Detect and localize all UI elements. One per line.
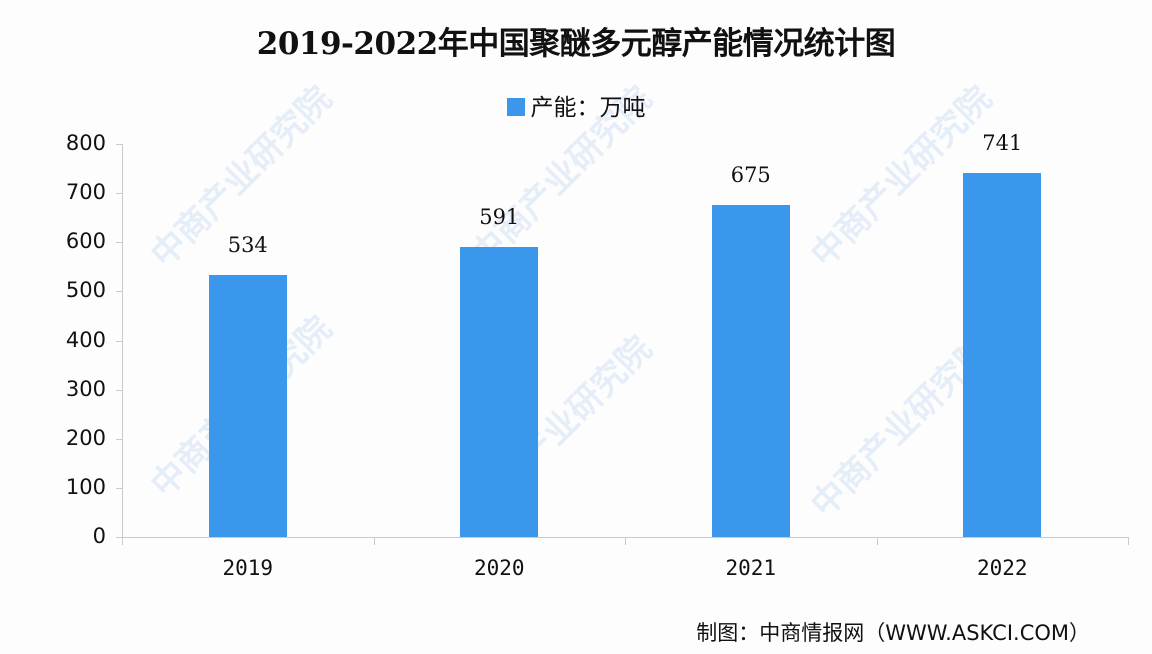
- y-tick: [116, 291, 122, 293]
- y-tick-label: 500: [65, 278, 106, 303]
- y-tick-label: 100: [65, 474, 106, 499]
- x-tick: [876, 537, 878, 545]
- y-tick-label: 0: [92, 524, 106, 548]
- y-tick: [116, 438, 122, 440]
- x-tick: [625, 537, 626, 545]
- bar-2022: [963, 172, 1042, 537]
- legend: 产能：万吨: [0, 88, 1152, 122]
- y-tick-label: 200: [65, 425, 106, 450]
- x-tick: [1128, 537, 1129, 545]
- x-tick-label: 2020: [473, 556, 525, 580]
- y-tick: [116, 537, 122, 538]
- bar-value-label: 675: [730, 163, 771, 188]
- bar-value-label: 534: [227, 232, 268, 257]
- x-tick-label: 2022: [976, 556, 1028, 580]
- chart-title: 2019-2022年中国聚醚多元醇产能情况统计图: [256, 26, 896, 62]
- y-tick: [116, 242, 122, 244]
- x-tick: [122, 537, 123, 545]
- bar-2020: [460, 246, 539, 537]
- y-tick-label: 800: [65, 131, 106, 155]
- bar-value-label: 591: [479, 204, 520, 229]
- y-tick: [116, 144, 122, 145]
- y-tick: [116, 487, 122, 489]
- bar-2021: [711, 205, 790, 537]
- source-credit: 制图：中商情报网（WWW.ASKCI.COM）: [696, 621, 1090, 645]
- legend-swatch: [506, 98, 525, 116]
- x-tick-label: 2019: [222, 556, 274, 580]
- x-tick: [373, 537, 375, 545]
- y-axis: [122, 144, 123, 543]
- y-tick-label: 400: [65, 327, 106, 352]
- legend-label: 产能：万吨: [530, 95, 646, 121]
- x-tick-label: 2021: [725, 556, 777, 580]
- y-tick-label: 300: [65, 376, 106, 401]
- y-tick: [116, 193, 122, 195]
- y-tick: [116, 389, 122, 391]
- bar-2019: [208, 274, 287, 537]
- bar-value-label: 741: [982, 130, 1023, 155]
- y-tick: [116, 340, 122, 342]
- y-tick-label: 600: [65, 229, 106, 254]
- y-tick-label: 700: [65, 180, 106, 205]
